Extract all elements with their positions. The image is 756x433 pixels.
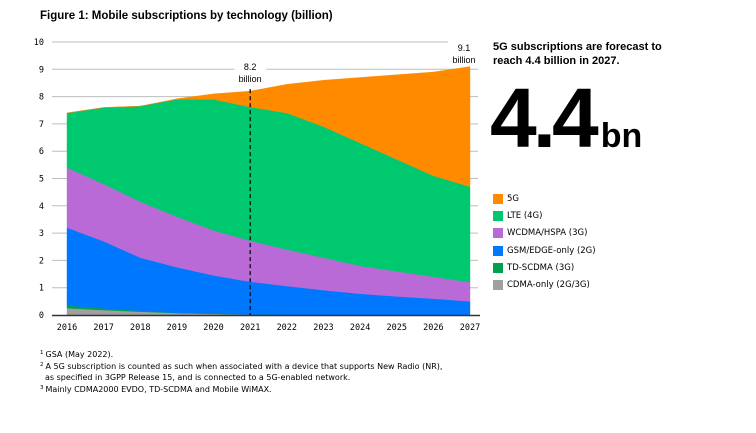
footnotes: 1 GSA (May 2022). 2 A 5G subscription is co… bbox=[40, 349, 442, 395]
y-tick-label: 2 bbox=[39, 256, 44, 266]
y-tick-label: 3 bbox=[39, 229, 44, 239]
x-tick-label: 2019 bbox=[167, 323, 187, 333]
legend-swatch bbox=[493, 193, 503, 204]
y-tick-label: 4 bbox=[39, 202, 44, 212]
x-tick-label: 2022 bbox=[277, 323, 297, 333]
big-number-unit: bn bbox=[600, 117, 643, 155]
y-tick-label: 10 bbox=[34, 38, 44, 48]
annotation-value: 8.2 bbox=[244, 62, 257, 72]
y-tick-label: 1 bbox=[39, 284, 44, 294]
legend-item: LTE (4G) bbox=[493, 207, 596, 224]
legend-swatch bbox=[493, 280, 503, 291]
footnote-line: as specified in 3GPP Release 15, and is … bbox=[45, 373, 351, 382]
y-tick-label: 6 bbox=[39, 147, 44, 157]
x-tick-label: 2018 bbox=[130, 323, 150, 333]
legend-label: 5G bbox=[507, 193, 519, 204]
legend-item: GSM/EDGE-only (2G) bbox=[493, 242, 596, 259]
annotation-unit: billion bbox=[239, 74, 262, 84]
x-axis: 2016 2017 2018 2019 2020 2021 2022 2023 2024 2025… bbox=[57, 323, 480, 333]
legend-label: GSM/EDGE-only (2G) bbox=[507, 245, 596, 256]
legend-swatch bbox=[493, 245, 503, 256]
legend-label: LTE (4G) bbox=[507, 210, 543, 221]
legend-swatch bbox=[493, 210, 503, 221]
y-tick-label: 7 bbox=[39, 120, 44, 130]
legend-item: WCDMA/HSPA (3G) bbox=[493, 225, 596, 242]
chart-legend: 5G LTE (4G) WCDMA/HSPA (3G) GSM/EDGE-only (… bbox=[493, 190, 596, 294]
footnote-mark: 1 bbox=[40, 350, 44, 356]
area-5g bbox=[66, 66, 471, 187]
big-number-value: 4.4 bbox=[490, 71, 599, 165]
y-tick-label: 0 bbox=[39, 311, 44, 321]
footnote-line: 1 GSA (May 2022). bbox=[40, 350, 114, 359]
figure-title: Figure 1: Mobile subscriptions by techno… bbox=[40, 10, 333, 22]
footnote-mark: 3 bbox=[40, 384, 44, 391]
x-tick-label: 2016 bbox=[57, 323, 77, 333]
stacked-area-chart: 0 1 2 3 4 5 6 7 8 9 10 2016 2017 2018 2019 2020 2021 202… bbox=[34, 38, 480, 333]
x-tick-label: 2027 bbox=[460, 323, 480, 333]
x-tick-label: 2024 bbox=[350, 323, 370, 333]
footnote-mark: 2 bbox=[40, 361, 44, 368]
legend-item: TD-SCDMA (3G) bbox=[493, 259, 596, 276]
big-number: 4.4 bn bbox=[490, 68, 642, 186]
x-tick-label: 2021 bbox=[240, 323, 260, 333]
legend-swatch bbox=[493, 228, 503, 239]
legend-label: WCDMA/HSPA (3G) bbox=[507, 228, 588, 239]
x-tick-label: 2025 bbox=[386, 323, 406, 333]
annotation-label-bg bbox=[234, 59, 267, 87]
x-tick-label: 2017 bbox=[93, 323, 113, 333]
annotation-label-bg bbox=[448, 41, 480, 66]
legend-item: CDMA-only (2G/3G) bbox=[493, 276, 596, 293]
y-axis: 0 1 2 3 4 5 6 7 8 9 10 bbox=[34, 38, 44, 321]
legend-swatch bbox=[493, 262, 503, 273]
area-series bbox=[66, 66, 471, 316]
x-tick-label: 2026 bbox=[423, 323, 443, 333]
y-tick-label: 5 bbox=[39, 175, 44, 185]
x-tick-label: 2020 bbox=[203, 323, 223, 333]
annotation-value: 9.1 bbox=[458, 43, 471, 53]
annotations: 8.2 billion 9.1 billion bbox=[234, 41, 480, 315]
legend-item: 5G bbox=[493, 190, 596, 207]
y-tick-label: 9 bbox=[39, 65, 44, 75]
footnote-line: 3 Mainly CDMA2000 EVDO, TD-SCDMA and Mobi… bbox=[40, 384, 272, 394]
y-tick-label: 8 bbox=[39, 93, 44, 103]
annotation-unit: billion bbox=[452, 55, 475, 65]
x-tick-label: 2023 bbox=[313, 323, 333, 333]
forecast-headline: 5G subscriptions are forecast to reach 4… bbox=[493, 41, 662, 67]
legend-label: TD-SCDMA (3G) bbox=[507, 262, 575, 273]
legend-label: CDMA-only (2G/3G) bbox=[507, 280, 590, 291]
